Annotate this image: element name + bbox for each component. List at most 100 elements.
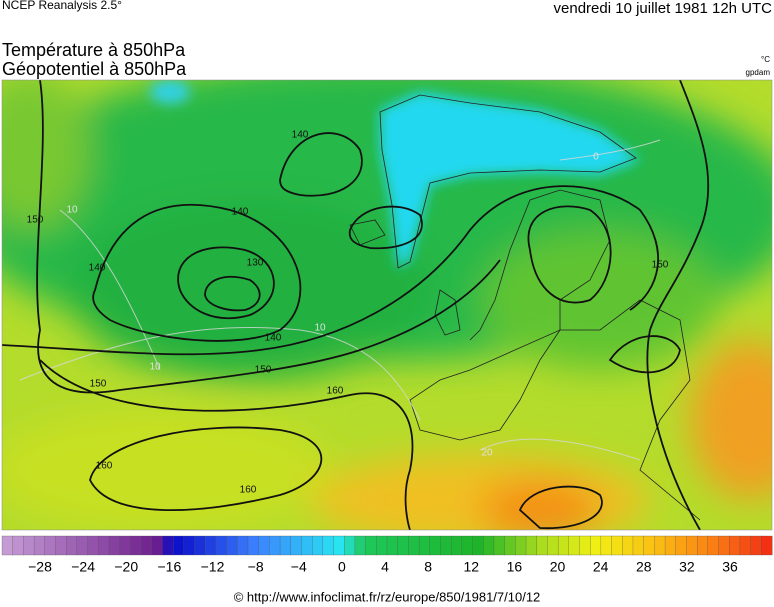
- unit: °C: [761, 55, 770, 64]
- colorbar-swatch: [386, 535, 399, 556]
- colorbar-swatch: [643, 535, 655, 556]
- colorbar-swatch: [664, 535, 677, 556]
- contour-label: 140: [265, 333, 282, 344]
- colorbar-swatch: [632, 535, 645, 556]
- colorbar-swatch: [215, 535, 228, 556]
- colorbar-swatch: [461, 535, 474, 556]
- isotherm-label: 10: [66, 205, 78, 216]
- colorbar-label: 36: [722, 559, 738, 575]
- colorbar-label: 12: [463, 559, 479, 575]
- colorbar-label: 4: [381, 559, 389, 575]
- colorbar-swatch: [354, 535, 367, 556]
- footer: © http://www.infoclimat.fr/rz/europe/850…: [234, 589, 541, 604]
- colorbar-swatch: [151, 535, 163, 556]
- colorbar-swatch: [183, 535, 195, 556]
- colorbar-swatch: [12, 535, 24, 556]
- colorbar-swatch: [258, 535, 270, 556]
- colorbar-swatch: [194, 535, 206, 556]
- map: 150 140 140 140 130 140 150 150 160 160 …: [2, 80, 772, 530]
- colorbar-swatch: [686, 535, 698, 556]
- colorbar-swatch: [418, 535, 431, 556]
- colorbar-swatch: [87, 535, 99, 556]
- colorbar-swatch: [119, 535, 131, 556]
- colorbar-swatch: [333, 535, 345, 556]
- colorbar-swatch: [55, 535, 67, 556]
- colorbar-swatch: [451, 535, 463, 556]
- colorbar: [1, 535, 773, 556]
- colorbar-label: 8: [424, 559, 432, 575]
- colorbar-swatch: [590, 535, 602, 556]
- colorbar-swatch: [226, 535, 238, 556]
- title: Température à 850hPa: [2, 40, 186, 60]
- colorbar-swatch: [440, 535, 452, 556]
- isotherm-label: 10: [149, 362, 161, 373]
- colorbar-swatch: [301, 535, 313, 556]
- colorbar-swatch: [750, 535, 762, 556]
- colorbar-label: −20: [114, 559, 138, 575]
- contour-label: 140: [292, 130, 309, 141]
- colorbar-swatch: [279, 535, 292, 556]
- contour-label: 150: [90, 379, 107, 390]
- colorbar-label: 32: [679, 559, 695, 575]
- colorbar-swatch: [600, 535, 613, 556]
- unit: gpdam: [746, 68, 771, 77]
- colorbar-swatch: [376, 535, 388, 556]
- colorbar-label: −24: [71, 559, 95, 575]
- colorbar-swatch: [739, 535, 752, 556]
- colorbar-label: −12: [201, 559, 225, 575]
- colorbar-swatch: [108, 535, 121, 556]
- colorbar-swatch: [237, 535, 249, 556]
- colorbar-swatch: [172, 535, 185, 556]
- colorbar-label: −28: [28, 559, 52, 575]
- colorbar-label: 16: [507, 559, 523, 575]
- colorbar-swatch: [611, 535, 623, 556]
- colorbar-swatch: [761, 535, 773, 556]
- colorbar-swatch: [66, 535, 78, 556]
- colorbar-swatch: [696, 535, 709, 556]
- colorbar-swatch: [76, 535, 89, 556]
- date: vendredi 10 juillet 1981 12h UTC: [554, 0, 773, 17]
- colorbar-swatch: [504, 535, 516, 556]
- colorbar-label: 20: [550, 559, 566, 575]
- colorbar-swatch: [365, 535, 377, 556]
- colorbar-swatch: [568, 535, 580, 556]
- colorbar-swatch: [579, 535, 591, 556]
- colorbar-label: 24: [593, 559, 609, 575]
- title: Géopotentiel à 850hPa: [2, 59, 187, 79]
- colorbar-swatch: [98, 535, 110, 556]
- isotherm-label: 10: [314, 323, 326, 334]
- colorbar-label: −16: [158, 559, 182, 575]
- colorbar-swatch: [654, 535, 666, 556]
- colorbar-swatch: [429, 535, 441, 556]
- colorbar-swatch: [718, 535, 730, 556]
- colorbar-swatch: [344, 535, 356, 556]
- colorbar-swatch: [1, 535, 14, 556]
- colorbar-swatch: [247, 535, 260, 556]
- colorbar-swatch: [408, 535, 420, 556]
- colorbar-swatch: [44, 535, 56, 556]
- colorbar-swatch: [205, 535, 217, 556]
- colorbar-label: 0: [338, 559, 346, 575]
- colorbar-swatch: [397, 535, 409, 556]
- colorbar-swatch: [557, 535, 570, 556]
- colorbar-swatch: [311, 535, 324, 556]
- colorbar-swatch: [162, 535, 174, 556]
- colorbar-swatch: [23, 535, 35, 556]
- colorbar-swatch: [472, 535, 484, 556]
- isotherm-label: 20: [481, 448, 493, 459]
- colorbar-swatch: [290, 535, 302, 556]
- colorbar-swatch: [525, 535, 538, 556]
- colorbar-swatch: [622, 535, 634, 556]
- contour-label: 160: [327, 386, 344, 397]
- contour-label: 150: [255, 365, 272, 376]
- isotherm-label: 0: [593, 152, 599, 163]
- colorbar-swatch: [130, 535, 142, 556]
- contour-label: 140: [89, 263, 106, 274]
- colorbar-label: 28: [636, 559, 652, 575]
- source: NCEP Reanalysis 2.5°: [2, 0, 122, 12]
- colorbar-swatch: [483, 535, 495, 556]
- colorbar-swatch: [547, 535, 559, 556]
- colorbar-labels: −28 −24 −20 −16 −12 −8 −4 0 4 8 12 16 20 24 28 32 36: [28, 559, 738, 575]
- contour-label: 160: [96, 461, 113, 472]
